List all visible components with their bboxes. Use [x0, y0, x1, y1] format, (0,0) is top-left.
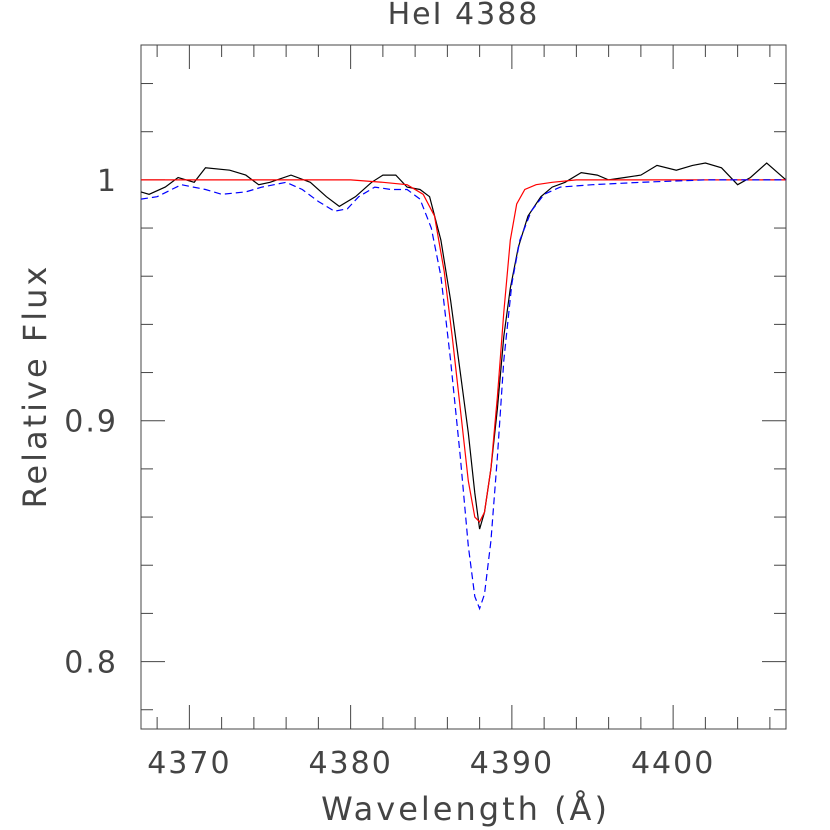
chart-title: HeI 4388 [388, 0, 540, 32]
x-tick-label: 4380 [308, 746, 392, 781]
x-tick-labels: 4370 4380 4390 4400 [147, 746, 715, 781]
series-lines [140, 162, 787, 611]
plot-frame [140, 44, 787, 730]
y-tick-label: 0.8 [64, 646, 118, 681]
model-red-line [141, 179, 786, 523]
y-tick-label: 1 [97, 164, 118, 199]
major-ticks [141, 45, 786, 729]
x-axis-label: Wavelength (Å) [321, 790, 610, 828]
x-tick-label: 4400 [631, 746, 715, 781]
minor-ticks [141, 45, 786, 729]
x-tick-label: 4390 [470, 746, 554, 781]
x-tick-label: 4370 [147, 746, 231, 781]
y-tick-labels: 0.8 0.9 1 [64, 164, 118, 681]
model-blue-dashed-line [140, 179, 786, 611]
y-axis-label: Relative Flux [16, 264, 54, 509]
observed-spectrum-line [140, 162, 787, 530]
y-tick-label: 0.9 [64, 405, 118, 440]
